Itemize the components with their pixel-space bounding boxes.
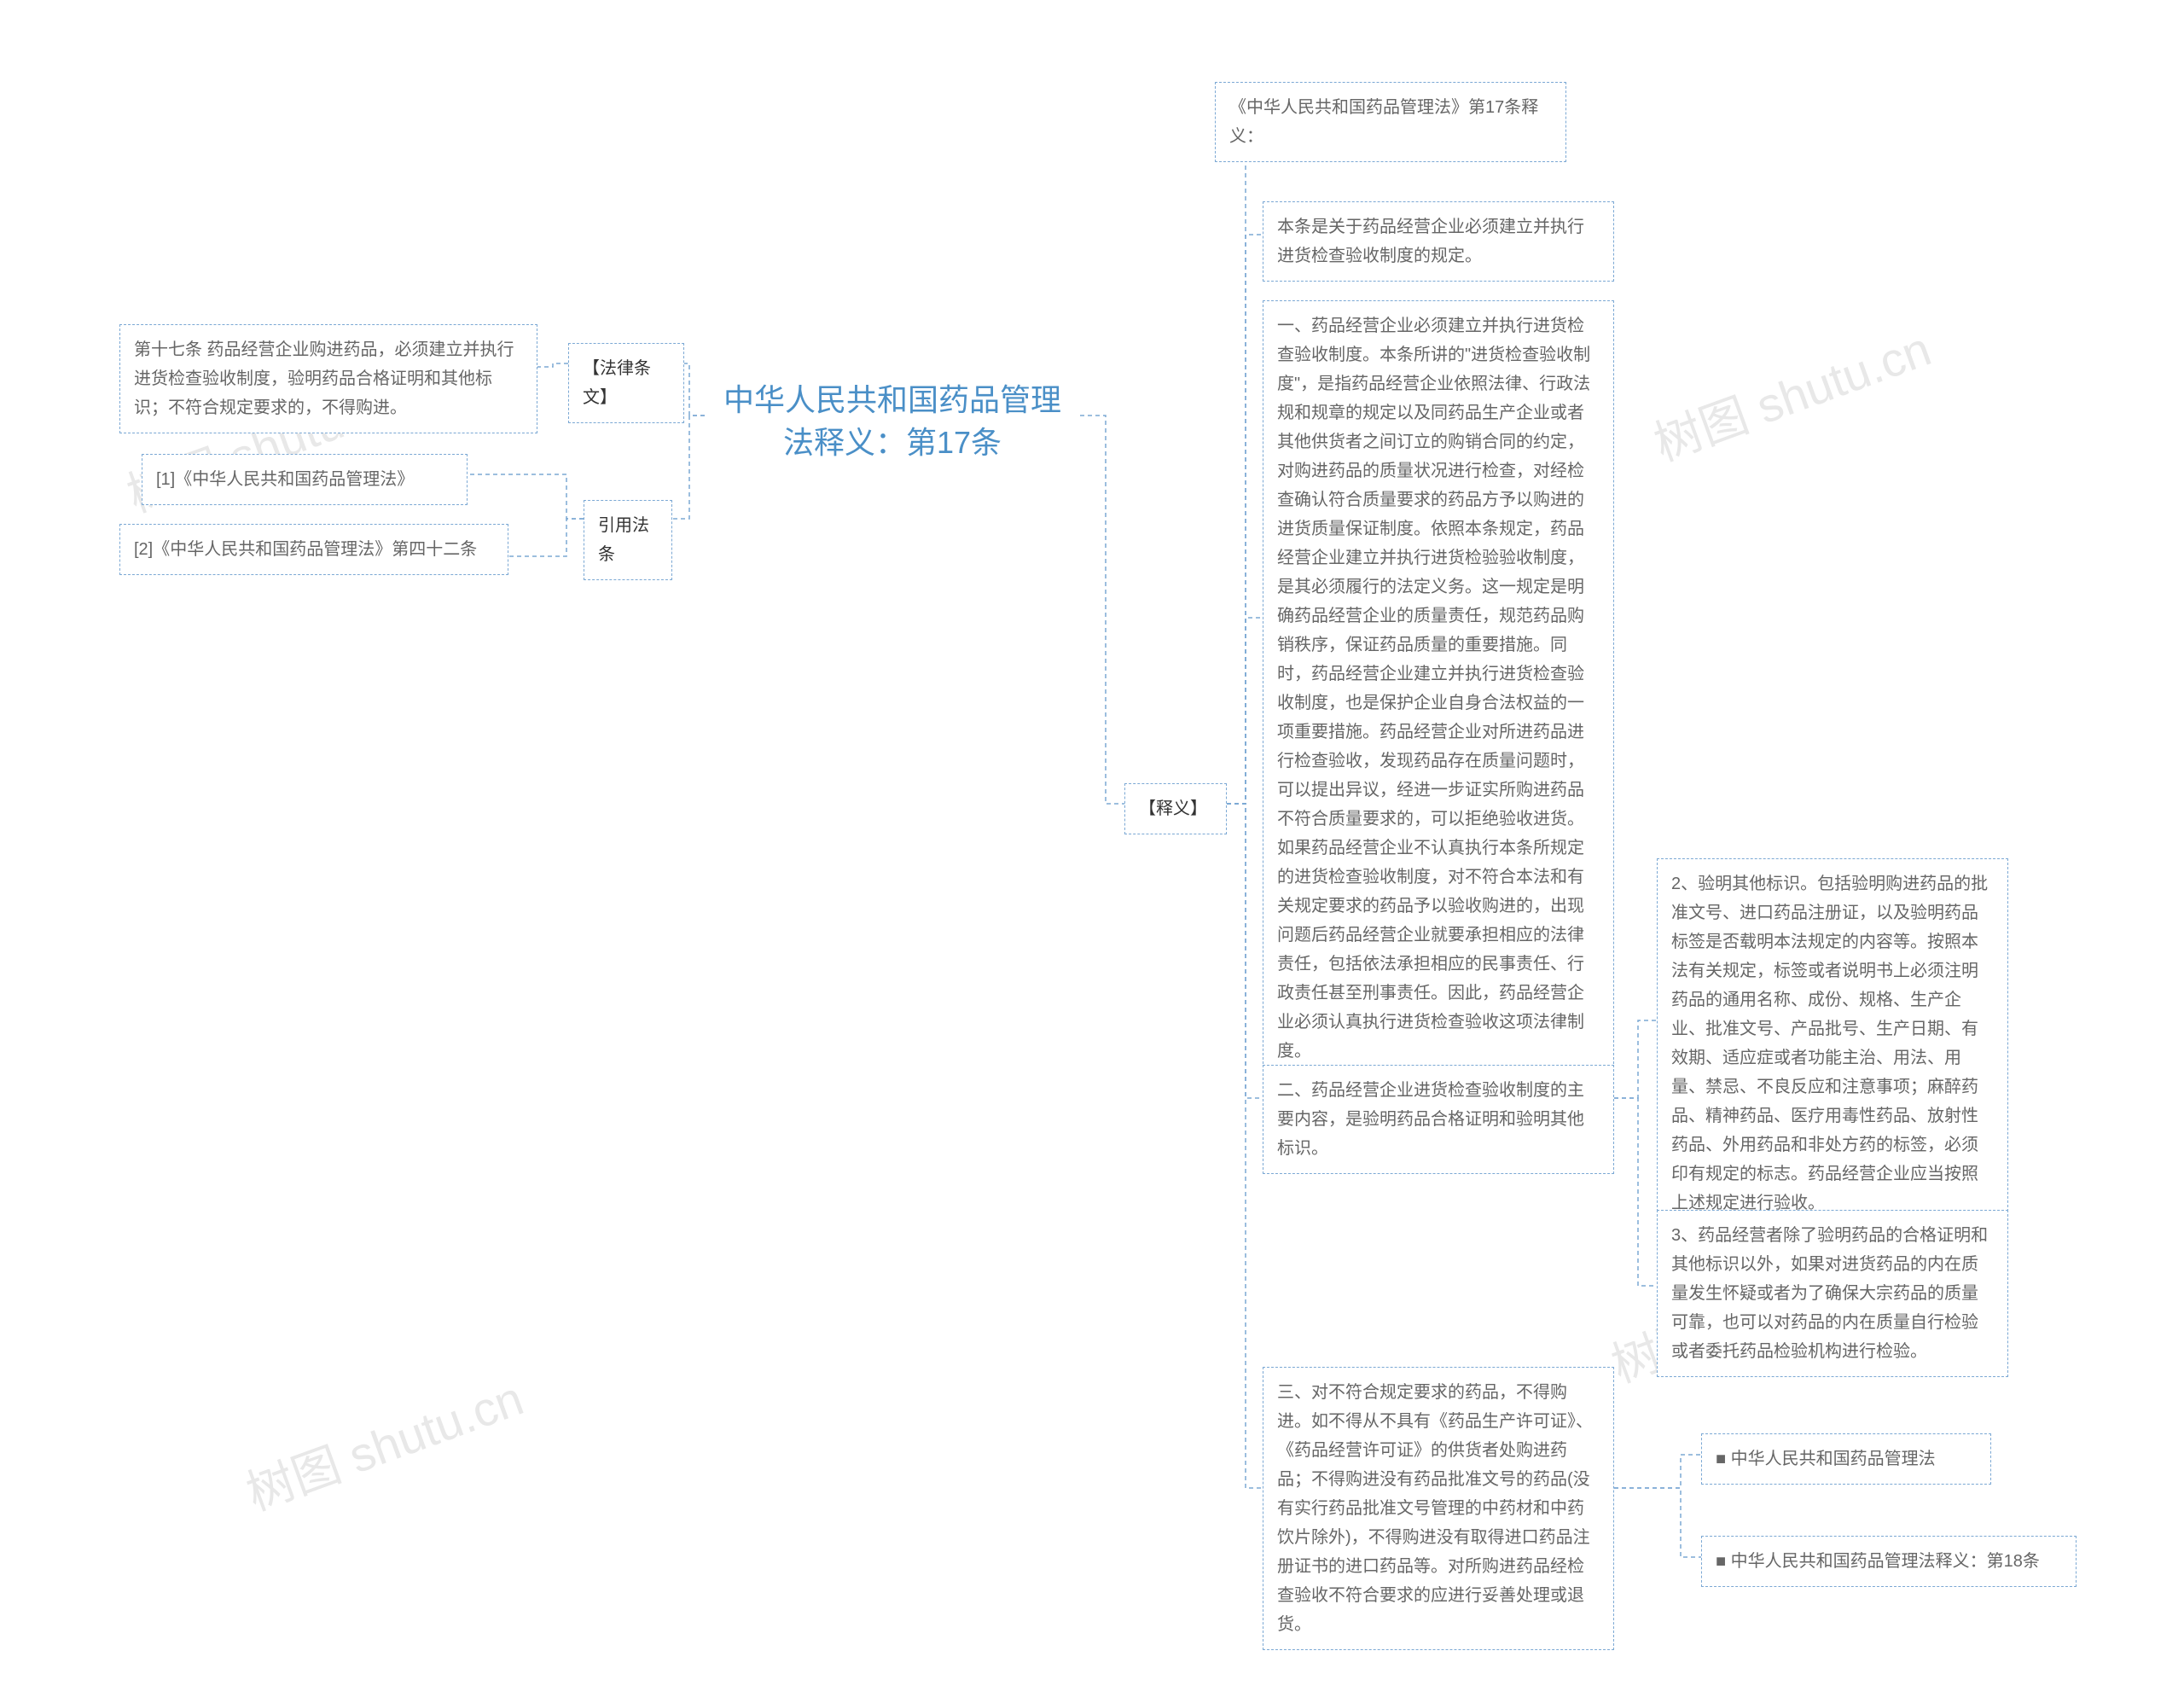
watermark: 树图 shutu.cn <box>235 1360 531 1524</box>
section-2-sub-2: 3、药品经营者除了验明药品的合格证明和其他标识以外，如果对进货药品的内在质量发生… <box>1657 1210 2008 1377</box>
watermark: 树图 shutu.cn <box>1643 311 1939 474</box>
section-2: 二、药品经营企业进货检查验收制度的主要内容，是验明药品合格证明和验明其他标识。 <box>1263 1065 1614 1174</box>
section-1: 一、药品经营企业必须建立并执行进货检查验收制度。本条所讲的"进货检查验收制度"，… <box>1263 300 1614 1077</box>
law-text: 第十七条 药品经营企业购进药品，必须建立并执行进货检查验收制度，验明药品合格证明… <box>119 324 537 433</box>
ref-2: [2]《中华人民共和国药品管理法》第四十二条 <box>119 524 508 575</box>
section-3-sub-2: ■ 中华人民共和国药品管理法释义：第18条 <box>1701 1536 2077 1587</box>
section-3: 三、对不符合规定要求的药品，不得购进。如不得从不具有《药品生产许可证》、《药品经… <box>1263 1367 1614 1650</box>
ref-header: 引用法条 <box>584 500 672 580</box>
root-title-line2: 法释义：第17条 <box>783 425 1002 460</box>
section-2-sub-1: 2、验明其他标识。包括验明购进药品的批准文号、进口药品注册证，以及验明药品标签是… <box>1657 858 2008 1229</box>
ref-1: [1]《中华人民共和国药品管理法》 <box>142 454 468 505</box>
summary: 本条是关于药品经营企业必须建立并执行进货检查验收制度的规定。 <box>1263 201 1614 282</box>
root-title-line1: 中华人民共和国药品管理 <box>723 382 1061 417</box>
section-3-sub-1: ■ 中华人民共和国药品管理法 <box>1701 1433 1991 1485</box>
law-header: 【法律条文】 <box>568 343 684 423</box>
title-block: 《中华人民共和国药品管理法》第17条释义： <box>1215 82 1566 162</box>
root-node: 中华人民共和国药品管理 法释义：第17条 <box>705 369 1080 475</box>
interp-header: 【释义】 <box>1124 783 1227 834</box>
